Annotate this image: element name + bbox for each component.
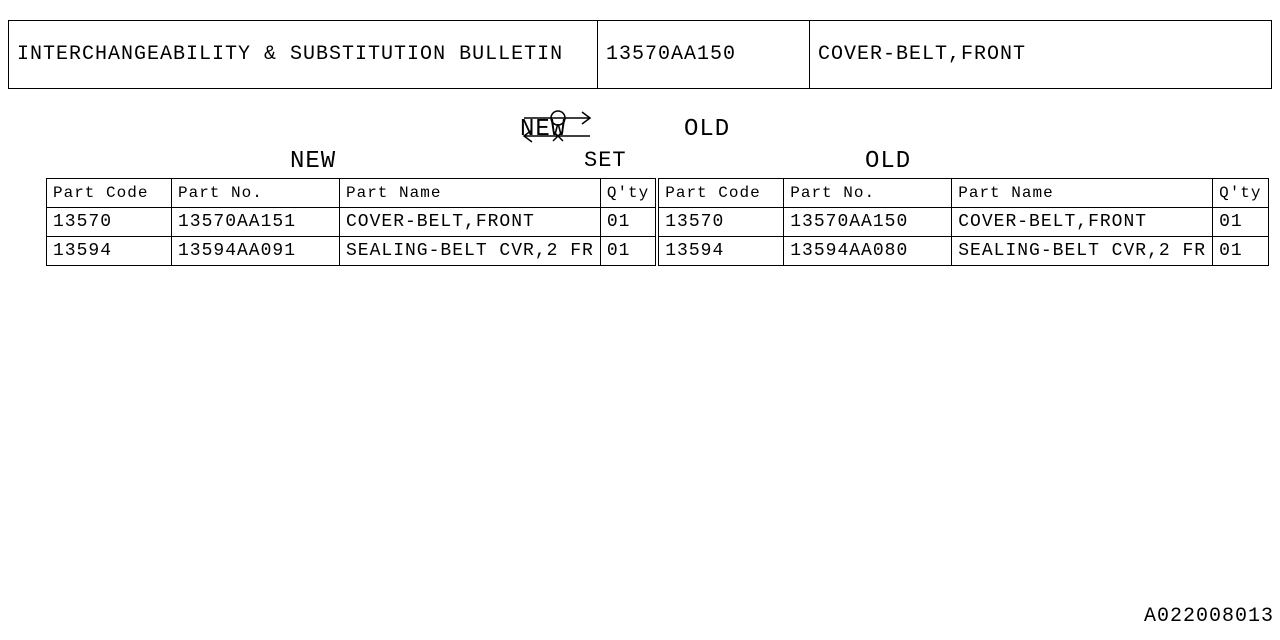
parts-table: Part Code Part No. Part Name Q'ty Part C… — [46, 178, 1269, 266]
cell-new-partno: 13594AA091 — [172, 237, 340, 266]
col-new-partcode: Part Code — [47, 179, 172, 208]
document-id: A022008013 — [1144, 605, 1274, 628]
cell-new-partno: 13570AA151 — [172, 208, 340, 237]
cell-old-partno: 13594AA080 — [784, 237, 952, 266]
cell-new-partname: SEALING-BELT CVR,2 FR — [340, 237, 601, 266]
bulletin-title: INTERCHANGEABILITY & SUBSTITUTION BULLET… — [9, 21, 598, 89]
table-row: 13594 13594AA091 SEALING-BELT CVR,2 FR 0… — [47, 237, 1269, 266]
col-old-qty: Q'ty — [1213, 179, 1268, 208]
cell-new-qty: 01 — [600, 237, 655, 266]
diagram-label-set: SET — [584, 148, 627, 173]
cell-old-partname: SEALING-BELT CVR,2 FR — [952, 237, 1213, 266]
col-new-qty: Q'ty — [600, 179, 655, 208]
cell-old-partcode: 13570 — [659, 208, 784, 237]
section-heading-old: OLD — [865, 148, 911, 175]
cell-old-qty: 01 — [1213, 237, 1268, 266]
table-row: 13570 13570AA151 COVER-BELT,FRONT 01 135… — [47, 208, 1269, 237]
cell-old-partcode: 13594 — [659, 237, 784, 266]
col-new-partname: Part Name — [340, 179, 601, 208]
cell-new-partcode: 13594 — [47, 237, 172, 266]
col-new-partno: Part No. — [172, 179, 340, 208]
col-old-partname: Part Name — [952, 179, 1213, 208]
diagram-label-old: OLD — [684, 116, 730, 143]
col-old-partno: Part No. — [784, 179, 952, 208]
bulletin-partname: COVER-BELT,FRONT — [810, 21, 1272, 89]
cell-old-partname: COVER-BELT,FRONT — [952, 208, 1213, 237]
interchange-diagram-icon — [520, 104, 600, 148]
cell-old-qty: 01 — [1213, 208, 1268, 237]
cell-old-partno: 13570AA150 — [784, 208, 952, 237]
cell-new-partname: COVER-BELT,FRONT — [340, 208, 601, 237]
col-old-partcode: Part Code — [659, 179, 784, 208]
cell-new-qty: 01 — [600, 208, 655, 237]
bulletin-header-table: INTERCHANGEABILITY & SUBSTITUTION BULLET… — [8, 20, 1272, 89]
cell-new-partcode: 13570 — [47, 208, 172, 237]
section-heading-new: NEW — [290, 148, 336, 175]
bulletin-partno: 13570AA150 — [598, 21, 810, 89]
table-header-row: Part Code Part No. Part Name Q'ty Part C… — [47, 179, 1269, 208]
